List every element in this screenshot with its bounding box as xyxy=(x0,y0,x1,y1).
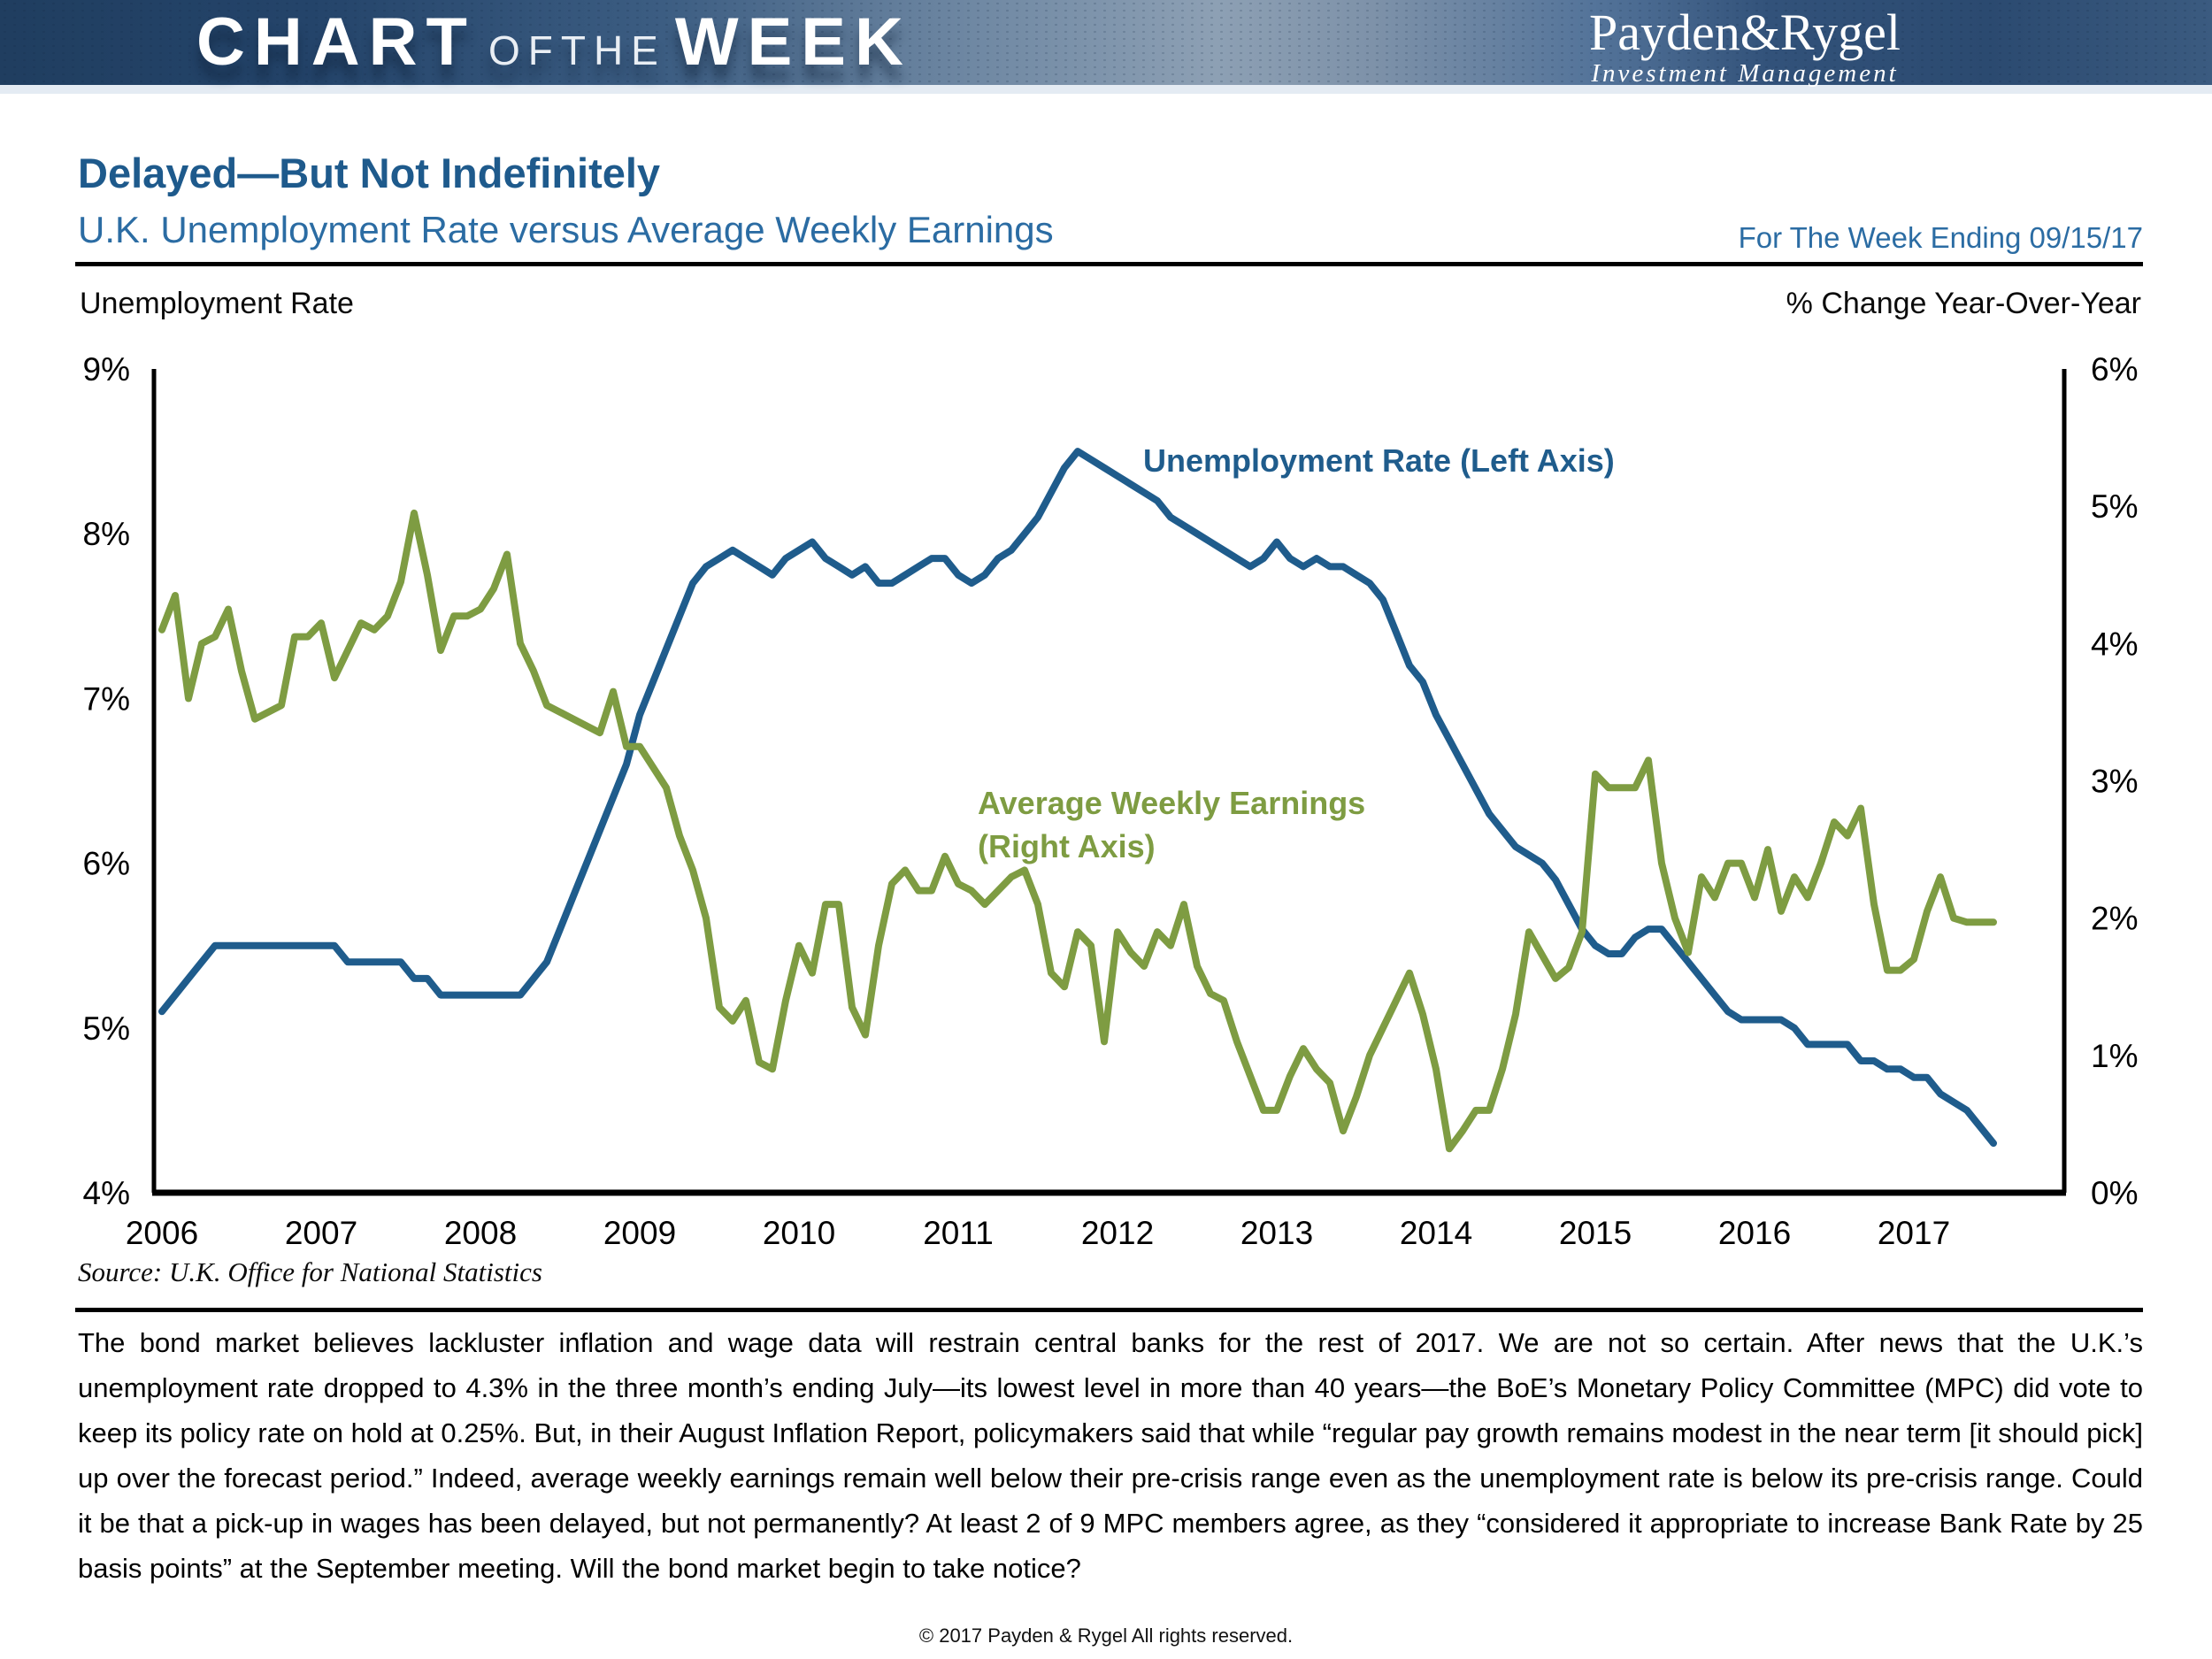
svg-text:8%: 8% xyxy=(83,516,130,552)
svg-text:2008: 2008 xyxy=(444,1215,517,1251)
awe-series-label-line2: (Right Axis) xyxy=(978,828,1156,864)
awe-series-label: Average Weekly Earnings (Right Axis) xyxy=(978,781,1365,868)
payden-rygel-logo: Payden&Rygel Investment Management xyxy=(1524,7,1966,88)
svg-text:0%: 0% xyxy=(2091,1175,2138,1211)
svg-text:2016: 2016 xyxy=(1718,1215,1791,1251)
copyright-footer: © 2017 Payden & Rygel All rights reserve… xyxy=(918,1624,1294,1647)
svg-text:2013: 2013 xyxy=(1240,1215,1313,1251)
banner-dot-texture xyxy=(0,0,2212,85)
svg-text:2014: 2014 xyxy=(1400,1215,1472,1251)
logo-name: Payden&Rygel xyxy=(1588,4,1901,61)
awe-series-label-line1: Average Weekly Earnings xyxy=(978,785,1366,821)
page-title: Delayed—But Not Indefinitely xyxy=(78,150,661,196)
svg-text:4%: 4% xyxy=(83,1175,130,1211)
left-axis-caption: Unemployment Rate xyxy=(80,287,354,320)
logo-tagline: Investment Management xyxy=(1591,59,1899,88)
svg-text:9%: 9% xyxy=(83,351,130,388)
svg-text:2006: 2006 xyxy=(126,1215,198,1251)
svg-text:5%: 5% xyxy=(83,1010,130,1047)
commentary-paragraph: The bond market believes lackluster infl… xyxy=(78,1327,2143,1584)
unemployment-series-label: Unemployment Rate (Left Axis) xyxy=(1143,442,1615,479)
svg-text:2009: 2009 xyxy=(603,1215,676,1251)
svg-text:2%: 2% xyxy=(2091,901,2138,937)
svg-text:7%: 7% xyxy=(83,680,130,717)
source-note: Source: U.K. Office for National Statist… xyxy=(78,1256,542,1287)
svg-text:5%: 5% xyxy=(2091,488,2138,525)
svg-text:2010: 2010 xyxy=(763,1215,835,1251)
svg-text:2007: 2007 xyxy=(285,1215,357,1251)
week-ending-date: For The Week Ending 09/15/17 xyxy=(1738,221,2143,254)
svg-text:4%: 4% xyxy=(2091,626,2138,662)
svg-text:2011: 2011 xyxy=(923,1215,994,1251)
svg-text:2017: 2017 xyxy=(1878,1215,1950,1251)
chart-of-the-week-logo: CHART OFTHE WEEK xyxy=(196,0,912,85)
right-axis-caption: % Change Year-Over-Year xyxy=(1786,287,2141,320)
brand-week: WEEK xyxy=(674,4,912,80)
divider-bottom xyxy=(75,1308,2143,1312)
svg-text:2015: 2015 xyxy=(1559,1215,1632,1251)
svg-text:1%: 1% xyxy=(2091,1038,2138,1074)
svg-text:6%: 6% xyxy=(83,846,130,882)
brand-chart: CHART xyxy=(196,4,476,80)
top-banner: CHART OFTHE WEEK Payden&Rygel Investment… xyxy=(0,0,2212,94)
svg-text:2012: 2012 xyxy=(1081,1215,1154,1251)
page-subtitle: U.K. Unemployment Rate versus Average We… xyxy=(78,209,1054,250)
svg-text:3%: 3% xyxy=(2091,764,2138,800)
svg-text:6%: 6% xyxy=(2091,351,2138,388)
divider-top xyxy=(75,262,2143,266)
brand-of-the: OFTHE xyxy=(488,27,666,73)
